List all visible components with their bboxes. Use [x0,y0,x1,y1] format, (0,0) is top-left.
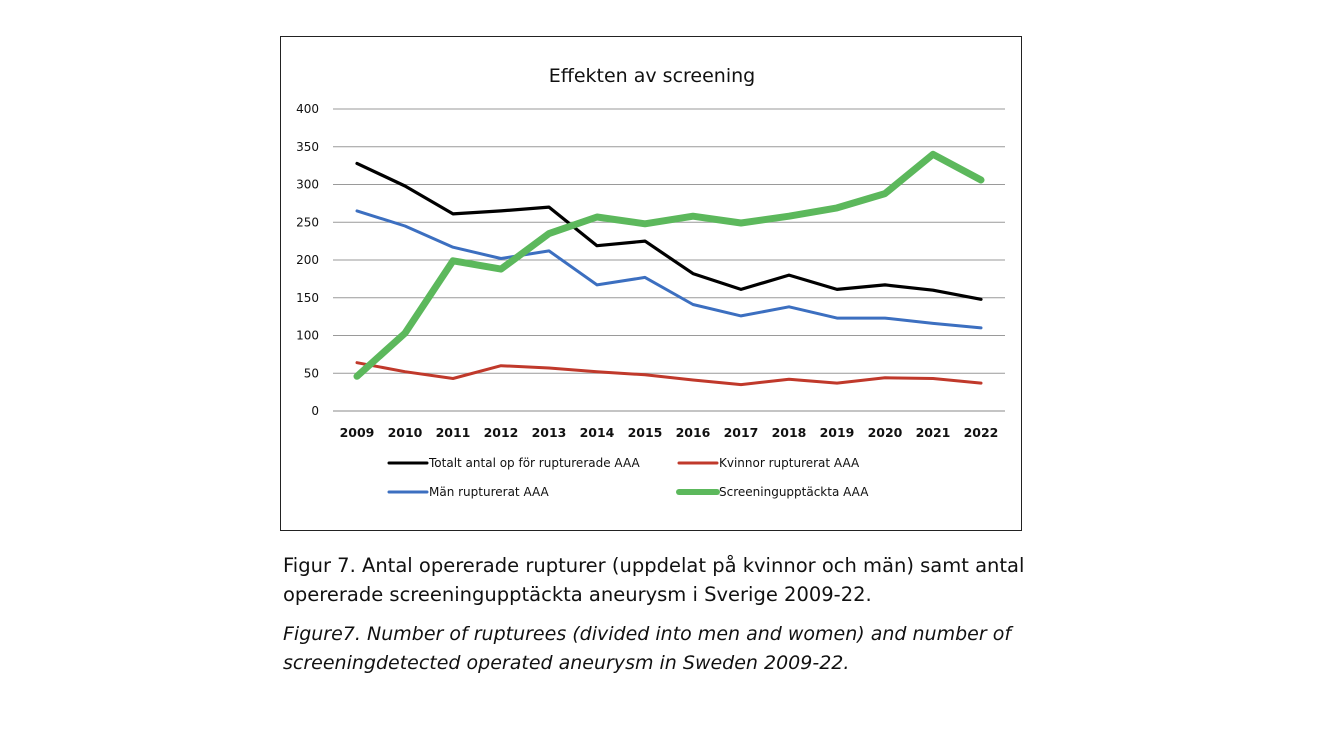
chart: Effekten av screening 0 50 100 150 200 250 300… [296,65,1005,499]
series-line [355,209,983,330]
caption-english: Figure7. Number of rupturees (divided in… [283,620,1043,678]
legend-label: Kvinnor rupturerat AAA [719,456,860,470]
x-tick-label: 2011 [436,425,471,440]
series-line [355,161,983,301]
x-tick-label: 2009 [340,425,375,440]
chart-title: Effekten av screening [549,65,755,87]
legend-label: Screeningupptäckta AAA [719,485,869,499]
caption-english-text: Number of rupturees (divided into men an… [283,623,1012,674]
caption-swedish-label: Figur 7. [283,554,356,577]
series-line [355,361,983,387]
y-tick-label: 350 [296,140,319,154]
y-tick-label: 300 [296,178,319,192]
y-tick-label: 100 [296,329,319,343]
x-tick-label: 2012 [484,425,519,440]
x-tick-label: 2019 [820,425,855,440]
y-tick-label: 400 [296,102,319,116]
x-tick-label: 2018 [772,425,807,440]
x-tick-label: 2010 [388,425,423,440]
x-tick-label: 2017 [724,425,759,440]
x-tick-label: 2014 [580,425,615,440]
caption-swedish-text: Antal opererade rupturer (uppdelat på kv… [283,554,1025,606]
caption-swedish: Figur 7. Antal opererade rupturer (uppde… [283,551,1043,609]
x-tick-label: 2020 [868,425,903,440]
x-tick-label: 2021 [916,425,951,440]
legend-label: Totalt antal op för rupturerade AAA [428,456,641,470]
x-tick-label: 2015 [628,425,663,440]
x-tick-label: 2016 [676,425,711,440]
y-tick-label: 250 [296,215,319,229]
chart-frame: Effekten av screening 0 50 100 150 200 250 300… [280,36,1022,531]
caption-english-label: Figure7. [283,623,361,645]
legend-label: Män rupturerat AAA [429,485,550,499]
y-tick-label: 0 [311,404,319,418]
series-line [353,150,985,380]
x-tick-label: 2022 [964,425,999,440]
y-tick-label: 200 [296,253,319,267]
y-tick-label: 50 [304,366,319,380]
x-tick-label: 2013 [532,425,567,440]
y-tick-label: 150 [296,291,319,305]
